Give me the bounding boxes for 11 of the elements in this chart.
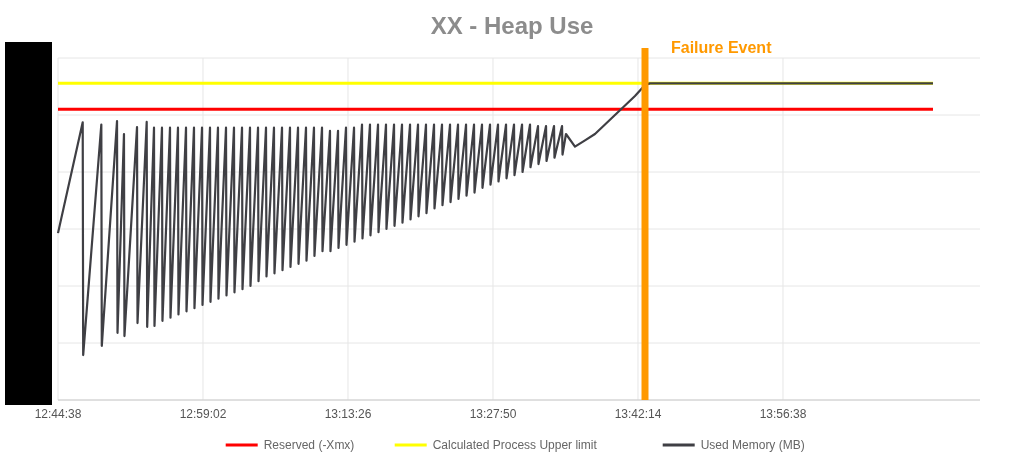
- x-tick-label: 12:59:02: [179, 407, 227, 421]
- ref-line-label: Failure Event: [671, 39, 773, 56]
- x-tick-label: 12:44:38: [34, 407, 82, 421]
- x-tick-label: 13:42:14: [614, 407, 662, 421]
- legend-label: Used Memory (MB): [700, 438, 805, 452]
- legend-label: Reserved (-Xmx): [263, 438, 355, 452]
- x-tick-label: 13:27:50: [469, 407, 517, 421]
- x-tick-label: 13:56:38: [759, 407, 807, 421]
- chart-title: XX - Heap Use: [430, 12, 594, 39]
- x-tick-label: 13:13:26: [324, 407, 372, 421]
- legend-label: Calculated Process Upper limit: [432, 438, 598, 452]
